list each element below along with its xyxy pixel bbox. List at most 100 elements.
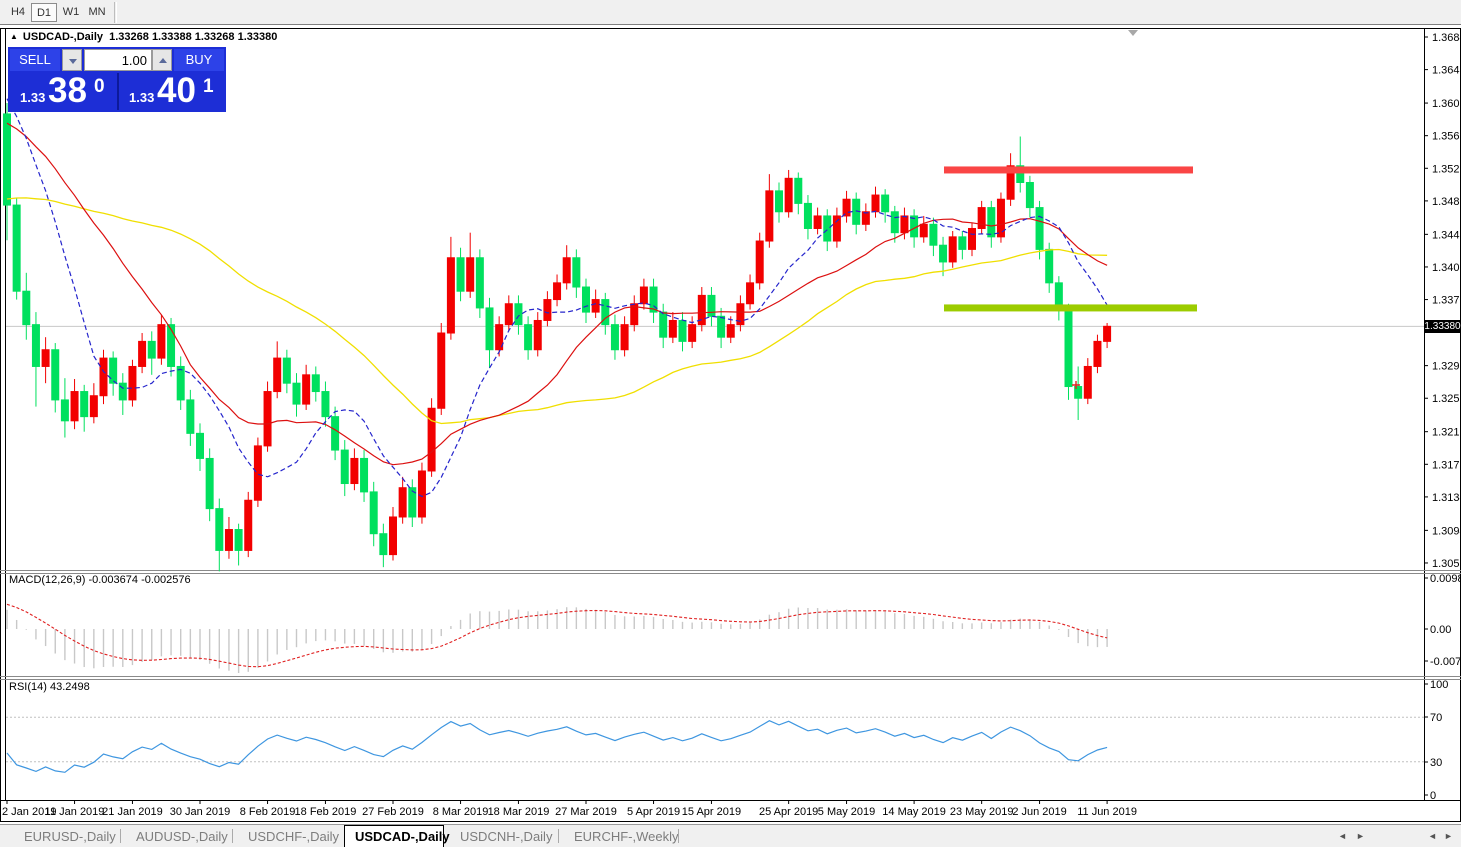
tab-separator xyxy=(232,829,233,843)
candle-body xyxy=(929,223,938,246)
volume-increase-button[interactable] xyxy=(152,49,172,71)
period-button-mn[interactable]: MN xyxy=(88,6,106,18)
candle-body xyxy=(939,244,948,263)
candle-body xyxy=(639,286,648,305)
candle-body xyxy=(273,357,282,393)
candle-body xyxy=(803,202,812,229)
candle-body xyxy=(99,357,108,397)
candle-body xyxy=(157,324,166,359)
candle-body xyxy=(215,508,224,551)
candle-body xyxy=(707,294,716,317)
candle-body xyxy=(321,391,330,418)
candle-body xyxy=(138,340,147,367)
collapse-icon[interactable]: ▲ xyxy=(10,32,18,41)
candle-body xyxy=(533,319,542,351)
candle-body xyxy=(775,190,783,213)
tab-eurusd-daily[interactable]: EURUSD-,Daily xyxy=(24,829,116,844)
candle-body xyxy=(128,365,137,401)
candle-body xyxy=(12,204,21,292)
candle-body xyxy=(340,449,349,485)
rsi-axis-label: 0 xyxy=(1430,790,1436,802)
tab-separator xyxy=(678,829,679,843)
candle-body xyxy=(688,324,697,342)
candle-body xyxy=(31,324,40,367)
price-axis-label: 1.31340 xyxy=(1432,492,1461,504)
candle-body xyxy=(1016,165,1025,183)
candle-body xyxy=(987,207,996,238)
resistance-line[interactable] xyxy=(944,166,1193,174)
period-toolbar: H4 D1 W1 MN xyxy=(0,0,1461,25)
macd-histogram xyxy=(6,607,1108,674)
tab-scroll-left-icon[interactable]: ◄ xyxy=(1338,831,1347,841)
date-axis-label: 2 Jun 2019 xyxy=(1012,806,1066,818)
candle-body xyxy=(601,299,610,326)
candle-body xyxy=(1074,386,1083,399)
candle-body xyxy=(51,349,60,401)
support-line[interactable] xyxy=(944,304,1197,312)
candle-body xyxy=(167,324,176,367)
buy-price-box[interactable]: 1.33 40 1 xyxy=(117,71,224,110)
tab-usdchf-daily[interactable]: USDCHF-,Daily xyxy=(248,829,339,844)
candle-body xyxy=(832,215,841,242)
candle-body xyxy=(89,395,98,418)
window-scroll-left-icon[interactable]: ◄ xyxy=(1428,831,1437,841)
candle-body xyxy=(1064,309,1073,388)
buy-price-superscript: 1 xyxy=(203,76,214,97)
plus-marker-icon xyxy=(1072,381,1080,389)
candle-body xyxy=(948,236,957,263)
buy-price-small: 1.33 xyxy=(129,90,155,105)
current-price-tag: 1.33380 xyxy=(1424,320,1461,333)
candle-body xyxy=(890,211,899,234)
rsi-axis-label: 70 xyxy=(1430,712,1442,724)
candle-body xyxy=(234,529,243,551)
candle-body xyxy=(437,332,446,409)
tab-eurchf-weekly[interactable]: EURCHF-,Weekly xyxy=(574,829,679,844)
candle-body xyxy=(253,445,262,501)
tab-scroll-right-icon[interactable]: ► xyxy=(1356,831,1365,841)
candle-body xyxy=(408,487,417,518)
macd-indicator-label: MACD(12,26,9) -0.003674 -0.002576 xyxy=(9,574,191,586)
candle-body xyxy=(1035,207,1044,250)
buy-button[interactable]: BUY xyxy=(174,49,224,71)
sell-price-box[interactable]: 1.33 38 0 xyxy=(10,71,115,110)
candle-body xyxy=(41,349,50,367)
candles xyxy=(3,103,1112,572)
period-button-w1[interactable]: W1 xyxy=(62,6,80,18)
candle-body xyxy=(514,303,523,326)
candle-body xyxy=(475,257,484,309)
volume-input[interactable] xyxy=(84,49,152,71)
candle-body xyxy=(292,382,301,405)
candle-body xyxy=(1103,325,1112,342)
price-axis-label: 1.35270 xyxy=(1432,163,1461,175)
chevron-up-icon xyxy=(159,58,167,63)
macd-axis-label: 0.00 xyxy=(1430,624,1451,636)
period-button-d1[interactable]: D1 xyxy=(31,3,57,22)
sell-button[interactable]: SELL xyxy=(10,49,60,71)
price-axis-label: 1.33700 xyxy=(1432,295,1461,307)
chevron-down-icon xyxy=(69,59,77,64)
tab-usdcad-daily[interactable]: USDCAD-,Daily xyxy=(344,825,450,847)
tab-usdcnh-daily[interactable]: USDCNH-,Daily xyxy=(460,829,553,844)
sell-price-small: 1.33 xyxy=(20,90,46,105)
candle-body xyxy=(881,194,890,213)
period-button-h4[interactable]: H4 xyxy=(10,6,26,18)
candle-body xyxy=(398,487,407,518)
rsi-axis-label: 30 xyxy=(1430,757,1442,769)
tab-separator xyxy=(558,829,559,843)
window-scroll-right-icon[interactable]: ► xyxy=(1444,831,1453,841)
sell-price-big: 38 xyxy=(48,71,87,110)
date-axis-label: 18 Mar 2019 xyxy=(488,806,550,818)
candle-body xyxy=(80,391,89,418)
candle-body xyxy=(572,257,581,288)
macd-signal-line xyxy=(6,603,1108,668)
candle-body xyxy=(186,399,195,434)
candle-body xyxy=(524,324,533,351)
candle-body xyxy=(1093,340,1102,367)
toolbar-separator xyxy=(114,2,115,23)
candle-body xyxy=(147,340,156,359)
volume-decrease-button[interactable] xyxy=(62,49,82,71)
tab-audusd-daily[interactable]: AUDUSD-,Daily xyxy=(136,829,228,844)
price-axis-label: 1.36450 xyxy=(1432,65,1461,77)
candle-body xyxy=(919,223,928,238)
